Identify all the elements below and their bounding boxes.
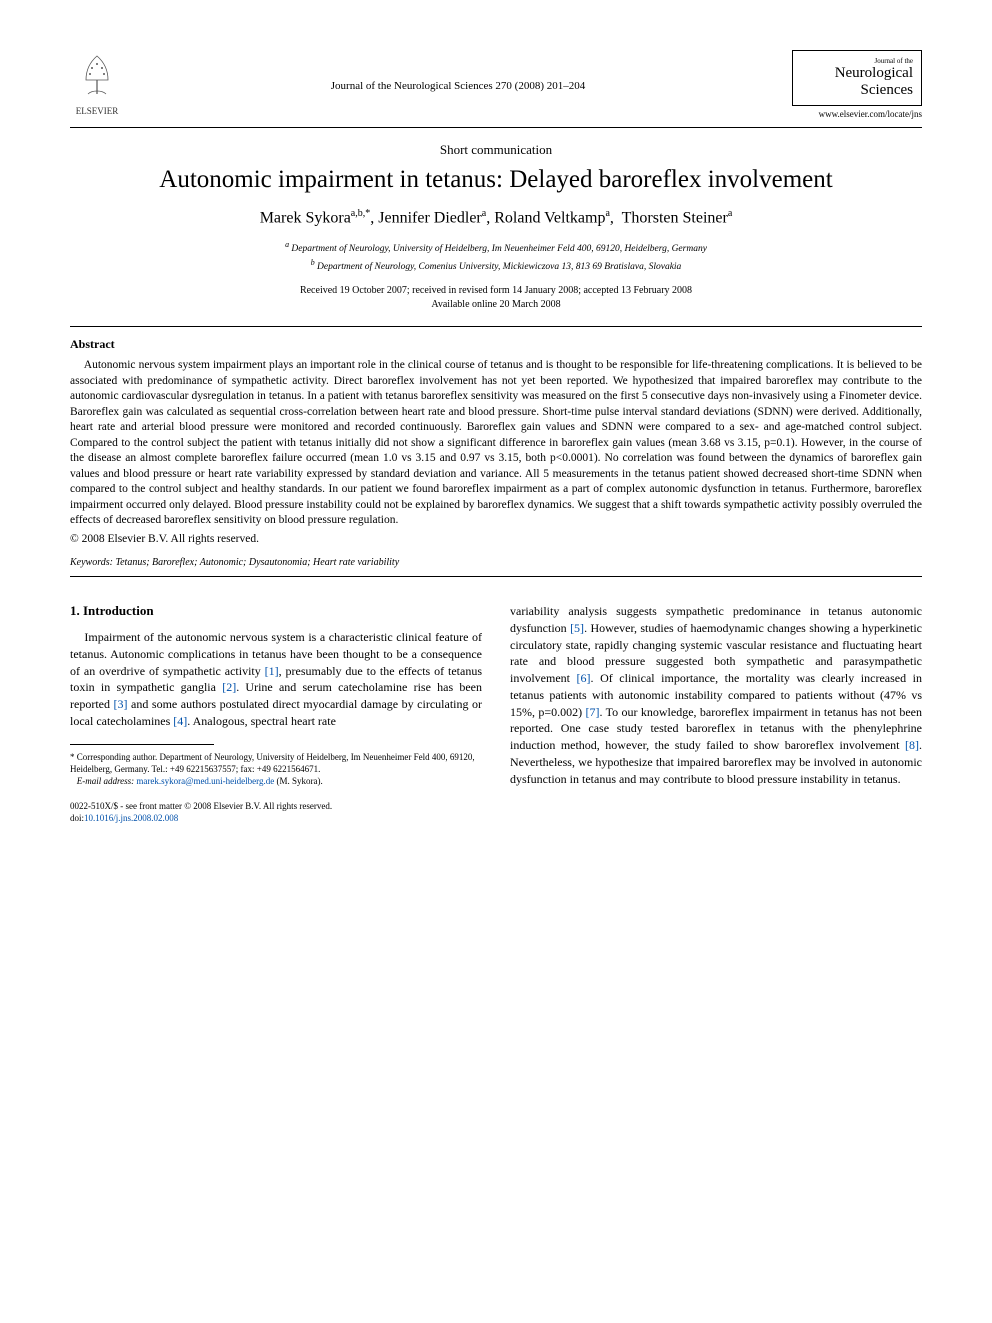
author-2-sup: a [482, 208, 486, 219]
author-3: Roland Veltkamp [494, 209, 605, 226]
keywords-label: Keywords: [70, 557, 113, 568]
email-label: E-mail address: [77, 776, 134, 786]
journal-logo-block: Journal of the Neurological Sciences www… [792, 50, 922, 119]
footer-block: 0022-510X/$ - see front matter © 2008 El… [70, 801, 482, 824]
article-type: Short communication [70, 142, 922, 158]
footnote-separator [70, 744, 214, 745]
keywords-line: Keywords: Tetanus; Baroreflex; Autonomic… [70, 557, 922, 568]
footer-copyright: 0022-510X/$ - see front matter © 2008 El… [70, 801, 332, 811]
intro-paragraph-right: variability analysis suggests sympatheti… [510, 603, 922, 788]
author-3-sup: a [605, 208, 609, 219]
abstract-body: Autonomic nervous system impairment play… [70, 358, 922, 529]
abstract-top-rule [70, 326, 922, 327]
ref-link-1[interactable]: [1] [265, 664, 279, 678]
abstract-copyright: © 2008 Elsevier B.V. All rights reserved… [70, 533, 922, 545]
header-row: ELSEVIER Journal of the Neurological Sci… [70, 50, 922, 119]
intro-paragraph-left: Impairment of the autonomic nervous syst… [70, 629, 482, 730]
ref-link-2[interactable]: [2] [222, 680, 236, 694]
column-left: 1. Introduction Impairment of the autono… [70, 603, 482, 825]
email-suffix: (M. Sykora). [277, 776, 323, 786]
doi-link[interactable]: 10.1016/j.jns.2008.02.008 [84, 813, 178, 823]
author-2: Jennifer Diedler [378, 209, 482, 226]
footnote-corr: * Corresponding author. Department of Ne… [70, 752, 475, 774]
journal-logo-line2: Sciences [801, 82, 913, 99]
author-1: Marek Sykora [260, 209, 351, 226]
corresponding-author-footnote: * Corresponding author. Department of Ne… [70, 751, 482, 787]
author-4-sup: a [728, 208, 732, 219]
corresponding-email-link[interactable]: marek.sykora@med.uni-heidelberg.de [136, 776, 274, 786]
ref-link-5[interactable]: [5] [570, 621, 584, 635]
author-1-sup: a,b,* [351, 208, 370, 219]
ref-link-6[interactable]: [6] [577, 671, 591, 685]
ref-link-7[interactable]: [7] [586, 705, 600, 719]
intro-heading: 1. Introduction [70, 603, 482, 619]
journal-logo: Journal of the Neurological Sciences [792, 50, 922, 106]
affiliations: a Department of Neurology, University of… [70, 239, 922, 274]
authors-line: Marek Sykoraa,b,*, Jennifer Diedlera, Ro… [70, 208, 922, 227]
journal-logo-small: Journal of the [801, 57, 913, 65]
author-4: Thorsten Steiner [622, 209, 728, 226]
journal-url[interactable]: www.elsevier.com/locate/jns [792, 109, 922, 119]
affiliation-a: Department of Neurology, University of H… [291, 244, 707, 254]
article-dates: Received 19 October 2007; received in re… [70, 284, 922, 312]
intro-text-5: . Analogous, spectral heart rate [187, 714, 336, 728]
publisher-name: ELSEVIER [76, 106, 119, 116]
dates-line-1: Received 19 October 2007; received in re… [300, 285, 692, 296]
ref-link-8[interactable]: [8] [905, 738, 919, 752]
abstract-bottom-rule [70, 576, 922, 577]
keywords-values: Tetanus; Baroreflex; Autonomic; Dysauton… [115, 557, 399, 568]
article-title: Autonomic impairment in tetanus: Delayed… [70, 166, 922, 194]
journal-citation: Journal of the Neurological Sciences 270… [124, 50, 792, 92]
body-columns: 1. Introduction Impairment of the autono… [70, 603, 922, 825]
column-right: variability analysis suggests sympatheti… [510, 603, 922, 825]
elsevier-tree-icon [70, 50, 124, 104]
ref-link-3[interactable]: [3] [114, 697, 128, 711]
journal-logo-line1: Neurological [801, 65, 913, 82]
publisher-logo: ELSEVIER [70, 50, 124, 116]
dates-line-2: Available online 20 March 2008 [431, 299, 560, 310]
affiliation-b: Department of Neurology, Comenius Univer… [317, 262, 681, 272]
header-rule [70, 127, 922, 128]
abstract-heading: Abstract [70, 337, 922, 352]
ref-link-4[interactable]: [4] [173, 714, 187, 728]
doi-prefix: doi: [70, 813, 84, 823]
